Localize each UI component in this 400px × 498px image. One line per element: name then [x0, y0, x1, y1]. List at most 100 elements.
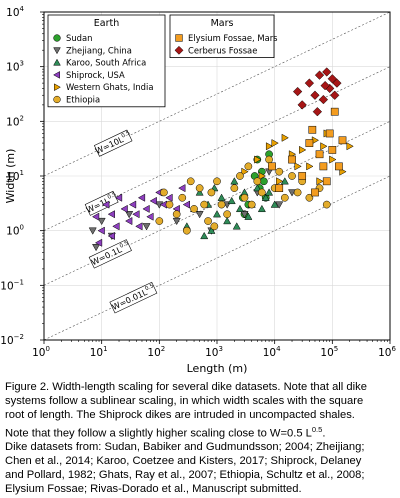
data-point	[276, 177, 284, 186]
figure-caption: Figure 2. Width-length scaling for sever…	[5, 381, 397, 497]
data-point	[195, 188, 204, 196]
x-tick-exponent: 5	[334, 345, 338, 353]
caption-line: and Pollard, 1982; Ghats, Ray et al., 20…	[5, 469, 365, 482]
data-point	[244, 162, 253, 171]
data-point	[132, 210, 140, 219]
data-point	[299, 145, 307, 154]
data-point	[217, 193, 226, 201]
reference-label-exponent: 0.5	[119, 240, 130, 249]
data-point	[142, 204, 150, 213]
x-tick-label: 102	[147, 345, 165, 359]
data-point	[338, 136, 347, 145]
y-tick-label: 104	[6, 5, 24, 19]
data-point	[306, 162, 314, 171]
x-tick-exponent: 3	[218, 345, 222, 353]
legend-marker	[53, 34, 61, 42]
y-tick-label: 10−2	[0, 333, 24, 347]
legend-entry: Shiprock, USA	[66, 70, 125, 80]
data-point	[94, 238, 103, 247]
data-point	[165, 193, 173, 202]
data-point	[330, 107, 339, 116]
data-point	[142, 223, 151, 231]
data-point	[241, 167, 249, 176]
x-tick-exponent: 2	[161, 345, 165, 353]
data-point	[260, 177, 268, 186]
data-point	[207, 226, 216, 234]
data-point	[200, 200, 209, 209]
data-point	[292, 86, 303, 97]
data-point	[316, 177, 324, 186]
legend-box	[169, 14, 275, 58]
caption-line: Chen et al., 2014; Karoo, Coetzee and Ki…	[5, 455, 362, 468]
data-point	[253, 177, 262, 186]
data-point	[320, 80, 330, 91]
data-point	[240, 193, 249, 202]
data-point	[91, 212, 100, 221]
data-point	[200, 231, 209, 240]
caption-line: root of length. The Shiprock dikes are i…	[5, 408, 355, 421]
data-point	[314, 70, 325, 80]
data-point	[346, 142, 354, 151]
data-point	[332, 78, 342, 88]
y-tick-label: 100	[6, 224, 24, 238]
data-point	[236, 172, 244, 180]
x-tick-exponent: 0	[45, 345, 49, 353]
data-point	[258, 171, 266, 181]
data-point	[304, 78, 315, 88]
data-point	[88, 227, 97, 235]
data-point	[319, 162, 328, 171]
legend-title: Mars	[211, 18, 234, 29]
data-point	[297, 100, 307, 110]
legend-marker	[53, 71, 60, 79]
data-point	[322, 200, 331, 209]
data-point	[275, 167, 284, 176]
data-point	[235, 204, 244, 213]
data-point	[270, 200, 279, 208]
x-tick-exponent: 4	[276, 345, 281, 353]
data-point	[247, 200, 256, 209]
data-point	[265, 188, 274, 196]
data-point	[172, 217, 181, 226]
data-point	[204, 217, 212, 225]
data-point	[330, 90, 340, 100]
data-points	[88, 67, 354, 252]
data-point	[178, 193, 187, 202]
legend-title: Earth	[94, 18, 119, 29]
data-point	[311, 188, 319, 197]
reference-label-box	[84, 190, 119, 216]
data-point	[325, 129, 334, 138]
data-point	[280, 177, 289, 185]
reference-line-label: W=0.1L0.5	[88, 239, 132, 269]
data-point	[223, 216, 232, 225]
caption-line-tail: .	[322, 427, 326, 440]
data-point	[227, 196, 236, 205]
data-point	[322, 177, 331, 186]
caption-line: systems follow a sublinear scaling, in w…	[5, 394, 364, 407]
data-point	[268, 162, 276, 171]
data-point	[230, 177, 239, 185]
data-point	[210, 222, 219, 231]
width-length-chart: W=10L0.5W=1L0.5W=0.1L0.5W=0.01L0.5 100 10…	[0, 5, 396, 375]
reference-label-exponent: 0.5	[121, 130, 132, 139]
data-point	[257, 204, 266, 213]
data-point	[107, 231, 115, 240]
data-point	[240, 211, 249, 219]
y-tick-exponent: 0	[20, 224, 24, 232]
x-axis-label: Length (m)	[187, 362, 248, 375]
data-point	[137, 193, 146, 202]
tick-labels: 100 101 102 103 104 105 10610−210−110010110210…	[0, 5, 396, 359]
legend-entry: Elysium Fossae, Mars	[188, 33, 278, 43]
legend-entry: Zhejiang, China	[66, 45, 132, 55]
y-tick-label: 103	[6, 60, 24, 74]
data-point	[271, 139, 279, 148]
data-point	[258, 188, 266, 197]
data-point	[217, 200, 226, 209]
reference-line-label: W=10L0.5	[93, 129, 133, 157]
reference-label-exponent: 0.5	[107, 191, 118, 200]
data-point	[146, 212, 154, 221]
data-point	[293, 188, 302, 197]
legend-marker	[175, 34, 183, 42]
data-point	[310, 90, 320, 100]
reference-label-box	[93, 129, 133, 157]
